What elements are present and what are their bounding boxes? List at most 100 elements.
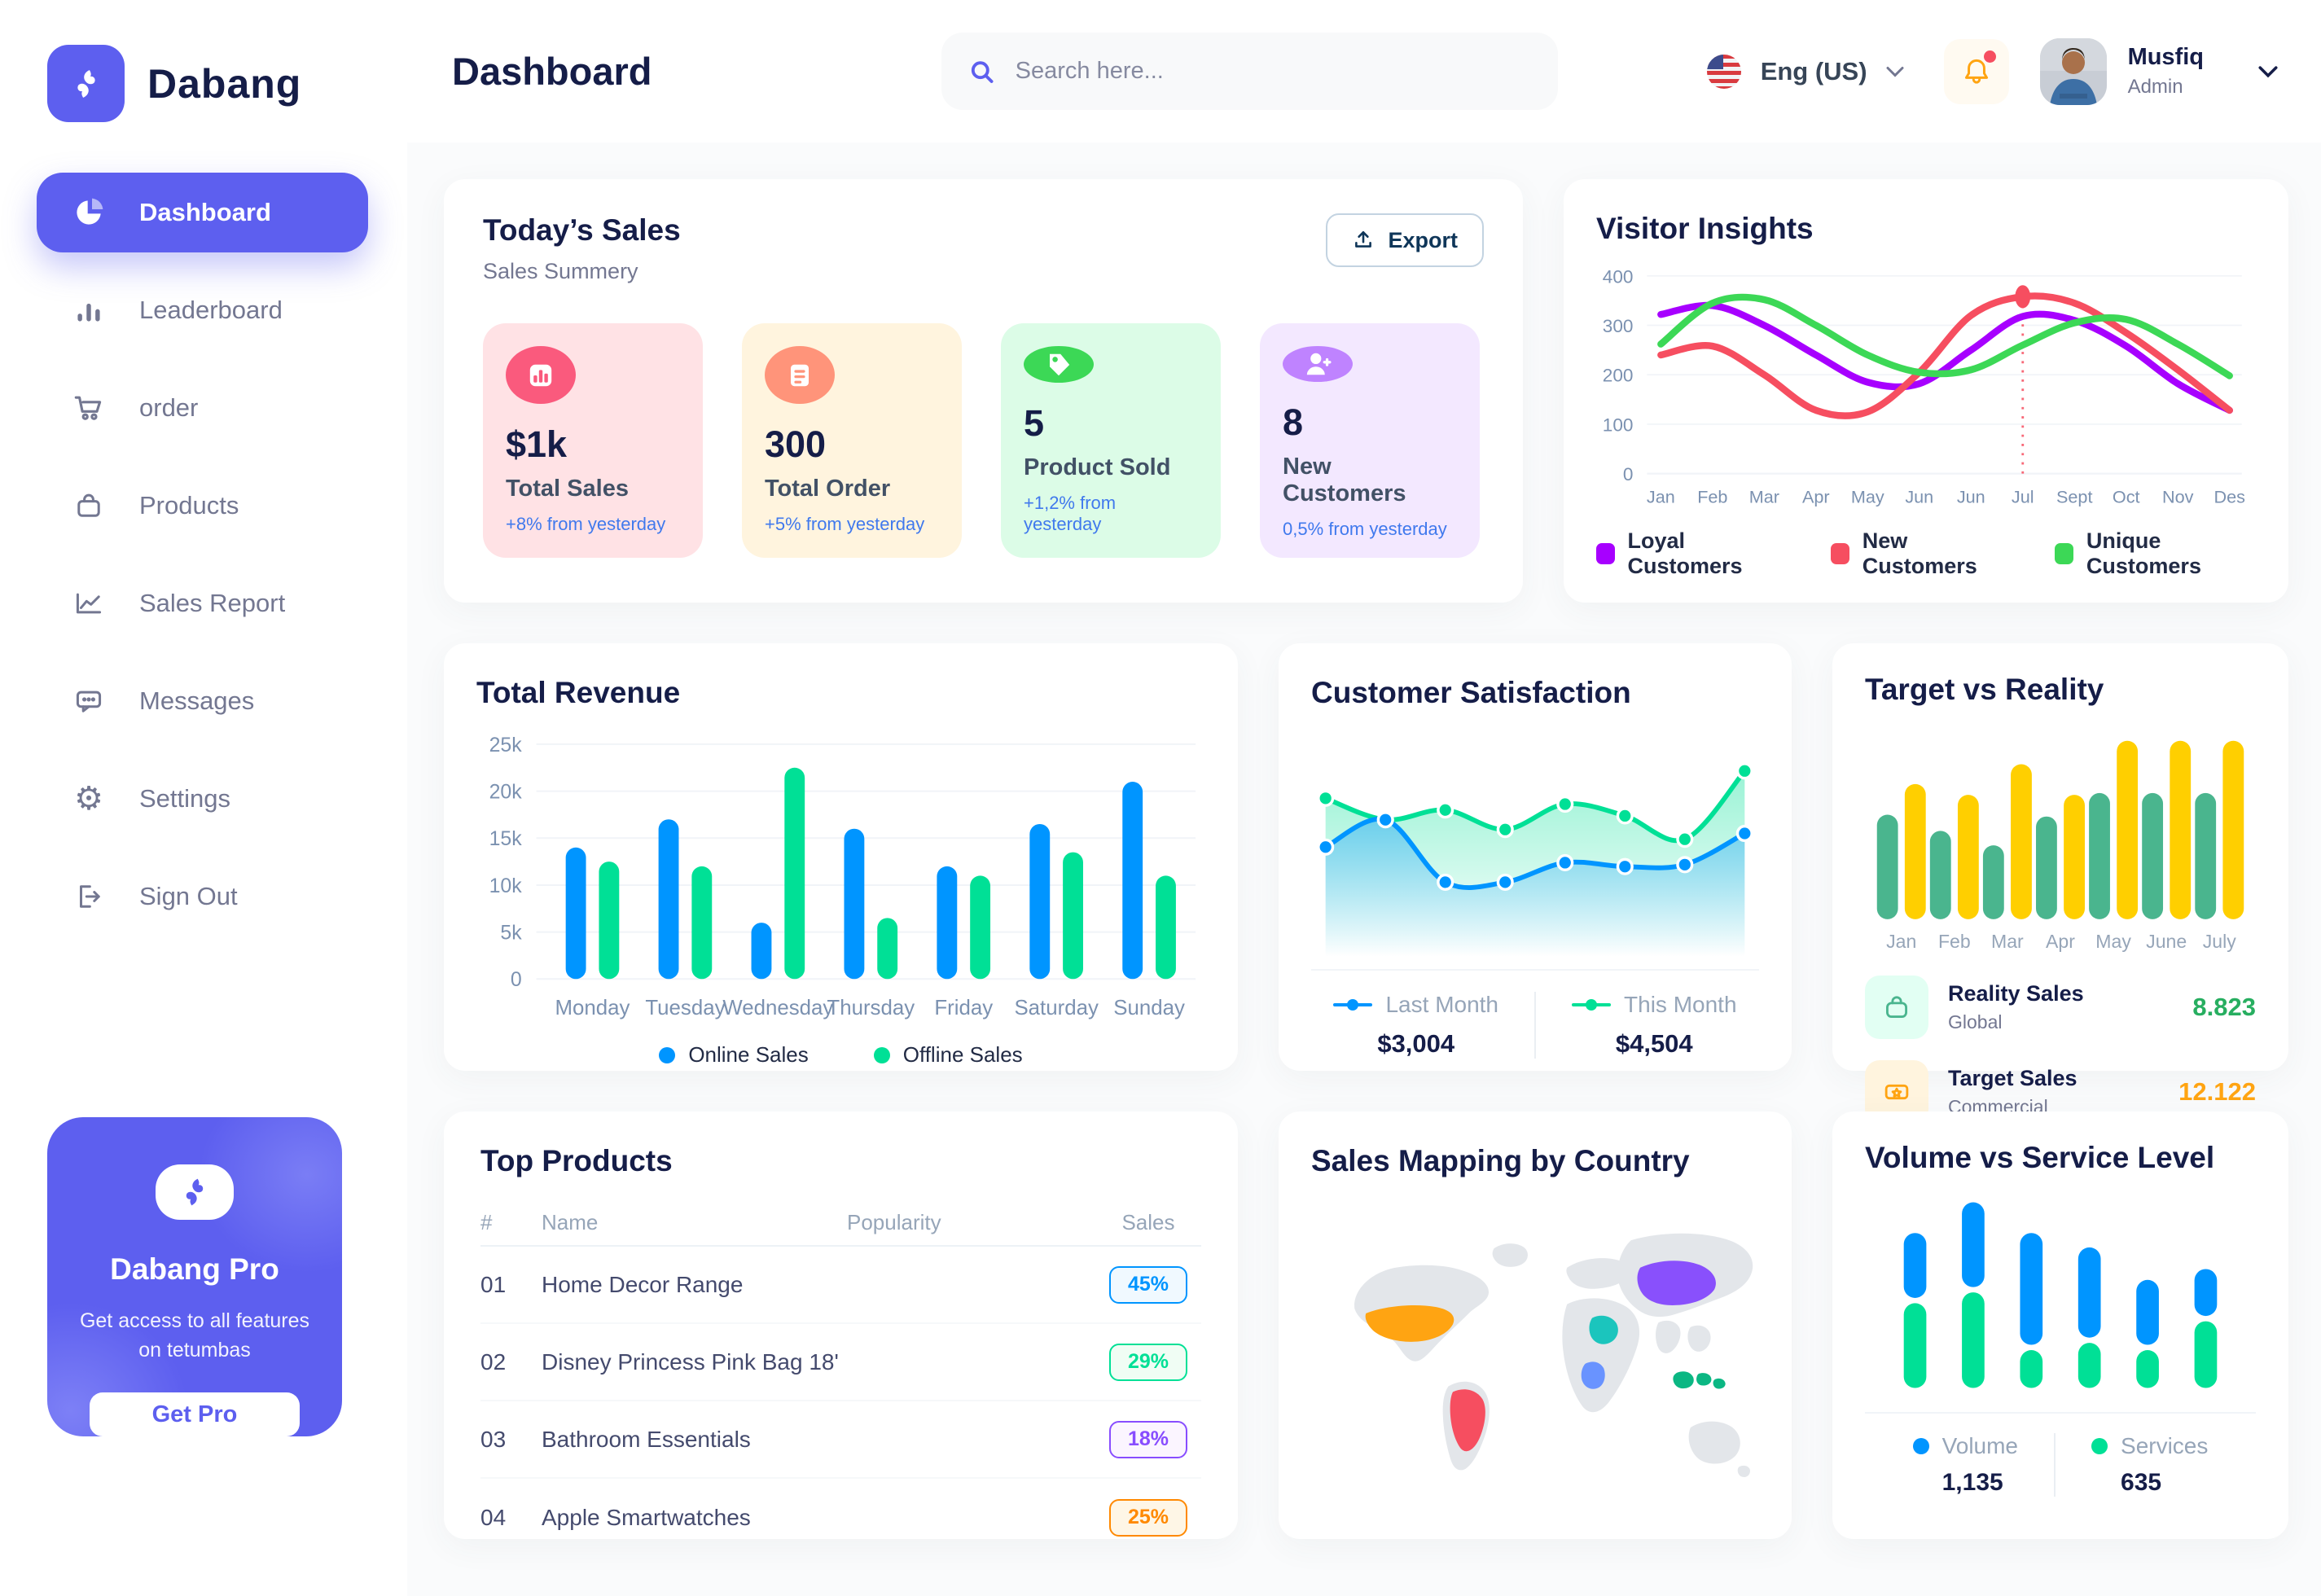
legend-label: Offline Sales [902, 1042, 1023, 1067]
sidebar-item-sales-report[interactable]: Sales Report [37, 563, 368, 643]
svg-text:5k: 5k [500, 922, 522, 945]
legend-value: $4,504 [1615, 1029, 1693, 1058]
stat-label: New Customers [1283, 454, 1406, 506]
customer-satisfaction-chart [1311, 723, 1759, 964]
row-3: Top Products # Name Popularity Sales 01 … [444, 1112, 2288, 1539]
sidebar-item-label: Messages [139, 686, 255, 715]
sidebar-item-products[interactable]: Products [37, 466, 368, 546]
svg-text:0: 0 [511, 968, 522, 991]
divider [1865, 1412, 2256, 1414]
export-icon [1355, 231, 1372, 248]
customer-satisfaction-legend: Last Month $3,004 This Month $4,504 [1311, 992, 1759, 1059]
sidebar-item-label: Products [139, 491, 239, 520]
stat-card-new-customers[interactable]: 8 New Customers 0,5% from yesterday [1260, 323, 1480, 558]
export-button[interactable]: Export [1326, 213, 1484, 267]
world-map [1311, 1178, 1759, 1539]
dabang-pro-logo-icon [156, 1164, 234, 1220]
legend-line-dot-marker [1333, 999, 1373, 1011]
avatar [2039, 37, 2107, 105]
language-selector[interactable]: Eng (US) [1705, 53, 1905, 90]
pro-card-subtitle: Get access to all features on tetumbas [79, 1309, 310, 1362]
sidebar-item-leaderboard[interactable]: Leaderboard [37, 270, 368, 350]
chevron-down-icon [2258, 65, 2278, 77]
sidebar-item-messages[interactable]: Messages [37, 661, 368, 741]
top-products-title: Top Products [480, 1144, 673, 1177]
legend-label: This Month [1624, 992, 1737, 1017]
product-num: 03 [480, 1426, 507, 1452]
product-name: Home Decor Range [542, 1271, 744, 1297]
bell-icon [1964, 59, 1988, 84]
stat-card-total-order[interactable]: 300 Total Order +5% from yesterday [742, 323, 962, 558]
ticket-icon [1884, 1084, 1909, 1100]
legend-label: Online Sales [688, 1042, 809, 1067]
legend-value: $3,004 [1377, 1029, 1455, 1058]
todays-sales-subtitle: Sales Summery [483, 259, 638, 283]
product-name: Apple Smartwatches [542, 1504, 751, 1530]
volume-vs-service-chart [1865, 1186, 2256, 1409]
export-label: Export [1388, 227, 1458, 252]
svg-text:Wednesday: Wednesday [722, 997, 833, 1019]
legend-dot [1912, 1438, 1929, 1454]
stat-value: 5 [1024, 402, 1045, 444]
svg-text:Feb: Feb [1938, 931, 1971, 952]
sidebar-item-sign-out[interactable]: Sign Out [37, 857, 368, 936]
legend-label: Last Month [1385, 992, 1499, 1017]
svg-text:20k: 20k [489, 781, 523, 804]
column-header-name: Name [542, 1209, 599, 1234]
user-menu[interactable]: Musfiq Admin [2039, 37, 2279, 105]
legend-item: Loyal Customers [1596, 528, 1782, 579]
brand-logo-icon [47, 45, 125, 122]
target-vs-reality-card: Target vs Reality Jan Feb Mar Apr May June Jul… [1832, 643, 2288, 1124]
legend-label: Reality Sales [1948, 981, 2084, 1006]
map-region-usa [1365, 1304, 1454, 1342]
product-name: Bathroom Essentials [542, 1426, 751, 1452]
legend-item: Offline Sales [873, 1042, 1023, 1068]
gear-icon: ⚙ [74, 781, 103, 817]
sidebar-item-order[interactable]: order [37, 368, 368, 448]
stat-value: 8 [1283, 401, 1304, 443]
sales-mapping-title: Sales Mapping by Country [1311, 1144, 1690, 1177]
stat-card-product-sold[interactable]: 5 Product Sold +1,2% from yesterday [1001, 323, 1221, 558]
language-label: Eng (US) [1760, 56, 1867, 86]
legend-value: 635 [2121, 1469, 2162, 1496]
notifications-button[interactable] [1943, 38, 2009, 104]
table-row: 04 Apple Smartwatches 25% [480, 1479, 1201, 1556]
line-chart-icon [71, 585, 107, 621]
column-header-popularity: Popularity [847, 1209, 941, 1234]
sidebar-item-dashboard[interactable]: Dashboard [37, 173, 368, 252]
svg-text:Apr: Apr [2046, 931, 2075, 952]
get-pro-button[interactable]: Get Pro [90, 1392, 300, 1436]
map-region-congo [1581, 1361, 1605, 1389]
target-vs-reality-chart: Jan Feb Mar Apr May June July [1865, 715, 2256, 961]
legend-label: Services [2121, 1433, 2209, 1458]
dabang-pro-card: Dabang Pro Get access to all features on… [47, 1117, 342, 1436]
volume-vs-service-card: Volume vs Service Level Volume 1,135 Ser… [1832, 1112, 2288, 1539]
main-content: Today’s Sales Sales Summery Export $1k T… [407, 142, 2321, 1596]
svg-text:Tuesday: Tuesday [645, 997, 725, 1019]
legend-label: Volume [1941, 1433, 2019, 1458]
order-receipt-icon [765, 346, 835, 404]
stat-card-total-sales[interactable]: $1k Total Sales +8% from yesterday [483, 323, 703, 558]
stat-delta: +5% from yesterday [765, 514, 925, 534]
legend-item: Unique Customers [2055, 528, 2256, 579]
world-map-svg [1354, 1233, 1753, 1477]
reality-sales-tile [1865, 976, 1928, 1039]
user-name: Musfiq [2127, 44, 2204, 70]
sidebar-item-settings[interactable]: ⚙ Settings [37, 759, 368, 839]
table-row: 03 Bathroom Essentials 18% [480, 1401, 1201, 1479]
sales-badge: 45% [1109, 1265, 1187, 1304]
bar-chart-icon [71, 292, 107, 328]
map-region-indonesia-group [1673, 1370, 1726, 1389]
column-header-sales: Sales [1121, 1209, 1175, 1234]
search-input[interactable] [1015, 58, 1530, 85]
table-row: 02 Disney Princess Pink Bag 18' 29% [480, 1324, 1201, 1401]
legend-label: Unique Customers [2086, 528, 2201, 578]
map-region-brazil [1450, 1388, 1485, 1451]
legend-item-services: Services 635 [2091, 1433, 2208, 1497]
stat-label: Total Sales [506, 476, 629, 502]
sidebar-menu: Dashboard Leaderboard order Products Sal… [0, 173, 407, 936]
legend-value: 12.122 [2178, 1077, 2256, 1106]
product-name: Disney Princess Pink Bag 18' [542, 1348, 839, 1375]
target-vs-reality-legend: Reality Sales Global 8.823 Target Sales … [1865, 976, 2256, 1124]
bag-icon [1886, 996, 1907, 1018]
